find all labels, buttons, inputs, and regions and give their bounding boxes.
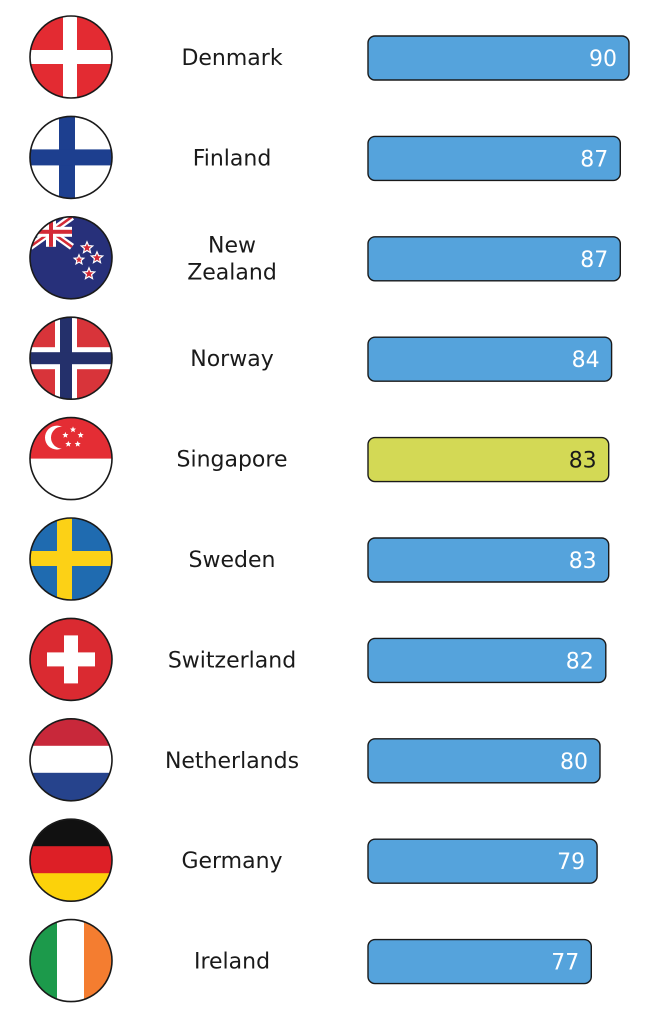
value-label: 77 [551, 951, 579, 976]
bar-singapore [367, 436, 610, 483]
value-label: 83 [569, 549, 597, 574]
bar-denmark [367, 35, 630, 81]
row-switzerland: Switzerland 82 [29, 617, 607, 702]
category-label: Singapore [177, 448, 288, 473]
netherlands-flag-icon [29, 717, 113, 802]
row-new-zealand: New Zealand 87 [29, 215, 622, 300]
bar-norway [367, 336, 613, 382]
bar-netherlands [367, 738, 601, 784]
category-label: New Zealand [187, 233, 277, 285]
finland-flag-icon [29, 115, 113, 200]
category-label: Germany [181, 849, 282, 874]
bar-finland [367, 135, 622, 182]
bar-switzerland [367, 637, 607, 684]
row-ireland: Ireland 77 [29, 918, 593, 1003]
switzerland-flag-icon [29, 617, 113, 702]
row-finland: Finland 87 [29, 115, 622, 200]
value-label: 84 [572, 348, 600, 373]
value-label: 82 [566, 649, 594, 674]
row-singapore: Singapore 83 [29, 416, 610, 501]
bar-sweden [367, 537, 610, 583]
bar-ireland [367, 938, 593, 985]
sweden-flag-icon [29, 517, 113, 601]
row-netherlands: Netherlands 80 [29, 717, 601, 802]
ireland-flag-icon [29, 918, 113, 1003]
value-label: 90 [589, 47, 617, 72]
category-label: Ireland [194, 950, 270, 975]
row-germany: Germany 79 [29, 818, 598, 903]
singapore-flag-icon [29, 416, 113, 501]
value-label: 87 [580, 147, 608, 172]
bar-germany [367, 838, 598, 884]
category-label: Finland [193, 146, 272, 171]
value-label: 79 [557, 850, 585, 875]
value-label: 83 [569, 449, 597, 474]
norway-flag-icon [29, 316, 113, 401]
row-sweden: Sweden 83 [29, 517, 610, 601]
row-norway: Norway 84 [29, 316, 613, 401]
row-denmark: Denmark 90 [29, 15, 630, 99]
category-label: Netherlands [165, 749, 299, 774]
category-label: Norway [190, 347, 273, 372]
bar-new-zealand [367, 236, 622, 282]
new-zealand-flag-icon [29, 215, 113, 300]
germany-flag-icon [29, 818, 113, 903]
value-label: 87 [580, 248, 608, 273]
category-label: Denmark [181, 46, 282, 71]
category-label: Switzerland [168, 648, 296, 673]
denmark-flag-icon [29, 15, 113, 99]
value-label: 80 [560, 750, 588, 775]
category-label: Sweden [189, 548, 276, 573]
